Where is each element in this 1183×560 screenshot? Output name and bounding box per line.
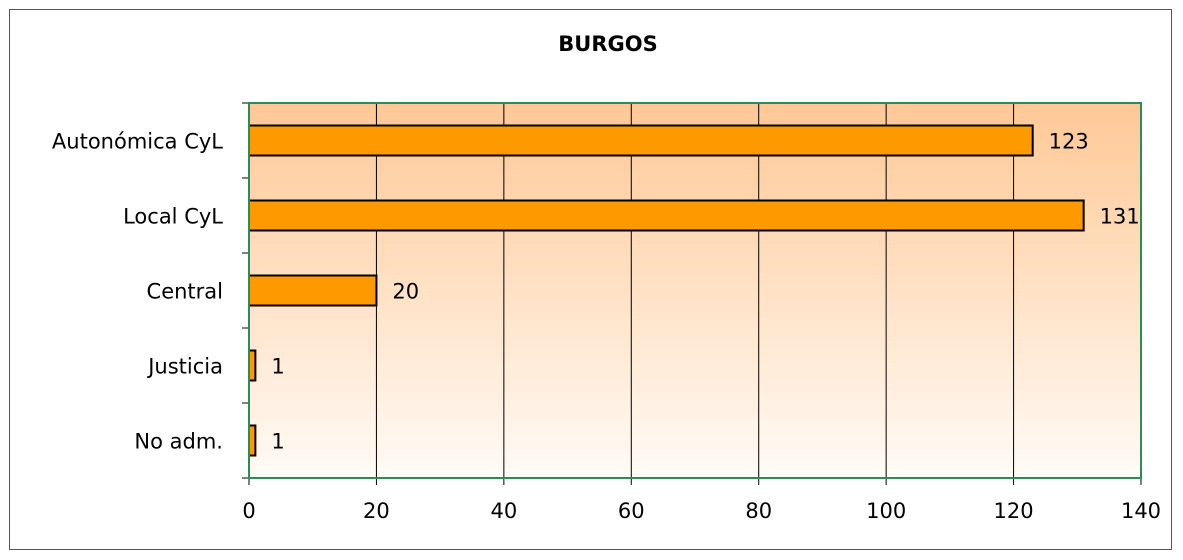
x-tick-labels: 0 20 40 60 80 100 120 140 [242, 499, 1161, 523]
category-label: Justicia [146, 355, 223, 379]
bars [248, 124, 1085, 457]
category-label: Local CyL [123, 205, 223, 229]
bar [248, 274, 378, 307]
plot-border [248, 102, 1142, 479]
x-tick-label: 20 [363, 499, 390, 523]
category-labels: Autonómica CyL Local CyL Central Justicia No… [52, 130, 223, 454]
axis-ticks [242, 102, 1142, 485]
bar [248, 124, 1034, 157]
x-tick-label: 120 [994, 499, 1034, 523]
category-label: Central [147, 280, 223, 304]
grid-lines [375, 103, 1015, 478]
data-label: 20 [392, 280, 419, 304]
bar [248, 199, 1085, 232]
data-label: 1 [271, 430, 284, 454]
x-tick-label: 100 [866, 499, 906, 523]
plot-area [249, 103, 1141, 478]
x-tick-label: 0 [242, 499, 255, 523]
data-label: 131 [1100, 205, 1140, 229]
category-label: No adm. [134, 430, 223, 454]
data-label: 123 [1049, 130, 1089, 154]
x-tick-label: 80 [745, 499, 772, 523]
x-tick-label: 140 [1121, 499, 1161, 523]
data-labels: 123 131 20 1 1 [271, 130, 1139, 454]
category-label: Autonómica CyL [52, 130, 223, 154]
x-tick-label: 60 [618, 499, 645, 523]
chart-title: BURGOS [558, 32, 657, 56]
x-tick-label: 40 [490, 499, 517, 523]
data-label: 1 [271, 355, 284, 379]
